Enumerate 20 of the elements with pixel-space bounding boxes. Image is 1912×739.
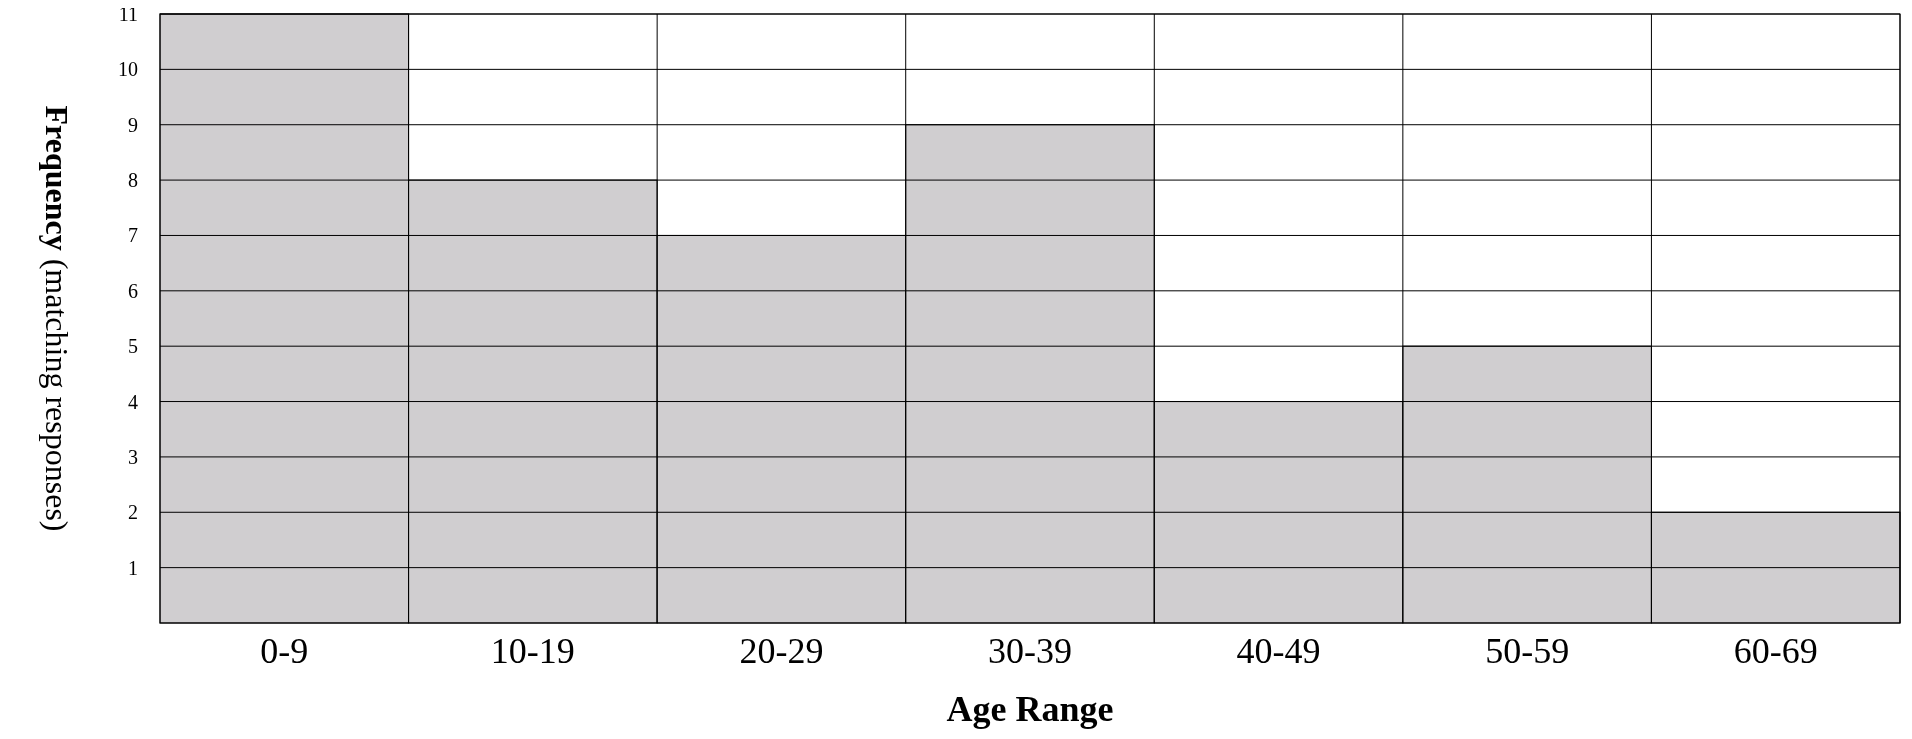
- y-tick-label: 5: [128, 335, 138, 358]
- y-tick-label: 7: [128, 224, 138, 247]
- y-tick-label: 11: [118, 3, 138, 25]
- x-tick-label: 30-39: [988, 631, 1072, 671]
- y-tick-label: 2: [128, 501, 138, 524]
- x-tick-label: 60-69: [1733, 631, 1818, 671]
- y-tick-label: 10: [118, 58, 138, 81]
- x-tick-label: 10-19: [490, 631, 575, 671]
- y-tick-label: 6: [128, 279, 138, 302]
- y-tick-label: 8: [128, 169, 138, 192]
- x-tick-label: 20-29: [739, 631, 824, 671]
- y-tick-label: 4: [128, 390, 138, 413]
- y-tick-label: 3: [128, 445, 138, 468]
- x-axis-title: Age Range: [946, 689, 1114, 729]
- y-axis-title: Frequency (matching responses): [39, 105, 75, 532]
- x-tick-label: 0-9: [260, 631, 309, 671]
- x-tick-label: 40-49: [1236, 631, 1321, 671]
- x-tick-label: 50-59: [1485, 631, 1570, 671]
- y-tick-label: 9: [128, 113, 138, 136]
- y-tick-label: 1: [128, 556, 138, 579]
